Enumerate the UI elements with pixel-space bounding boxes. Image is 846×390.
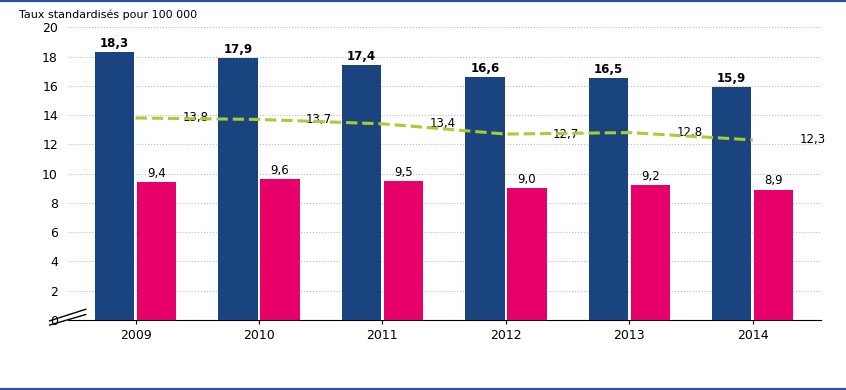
- Bar: [630, 185, 670, 320]
- Text: 13,8: 13,8: [183, 112, 208, 124]
- Text: 9,4: 9,4: [147, 167, 166, 180]
- Text: 15,9: 15,9: [717, 72, 746, 85]
- Bar: [754, 190, 794, 320]
- Bar: [218, 58, 258, 320]
- Text: 17,4: 17,4: [347, 50, 376, 63]
- Text: 17,9: 17,9: [223, 43, 253, 56]
- Text: 16,6: 16,6: [470, 62, 499, 75]
- Text: 9,6: 9,6: [271, 164, 289, 177]
- Bar: [261, 179, 299, 320]
- Bar: [137, 183, 176, 320]
- Text: 16,5: 16,5: [594, 63, 623, 76]
- Bar: [465, 77, 504, 320]
- Text: 12,8: 12,8: [676, 126, 702, 139]
- Bar: [342, 66, 382, 320]
- Text: 13,4: 13,4: [429, 117, 455, 130]
- Bar: [589, 78, 628, 320]
- Bar: [95, 52, 135, 320]
- Text: 9,2: 9,2: [641, 170, 660, 183]
- Text: Taux standardisés pour 100 000: Taux standardisés pour 100 000: [19, 10, 197, 20]
- Bar: [712, 87, 751, 320]
- Bar: [507, 188, 547, 320]
- Text: 13,7: 13,7: [306, 113, 332, 126]
- Text: 9,0: 9,0: [518, 173, 536, 186]
- Text: 12,3: 12,3: [799, 133, 826, 146]
- Text: 9,5: 9,5: [394, 166, 413, 179]
- Text: 12,7: 12,7: [552, 128, 579, 140]
- Text: 18,3: 18,3: [100, 37, 129, 50]
- Bar: [384, 181, 423, 320]
- Text: 8,9: 8,9: [765, 174, 783, 188]
